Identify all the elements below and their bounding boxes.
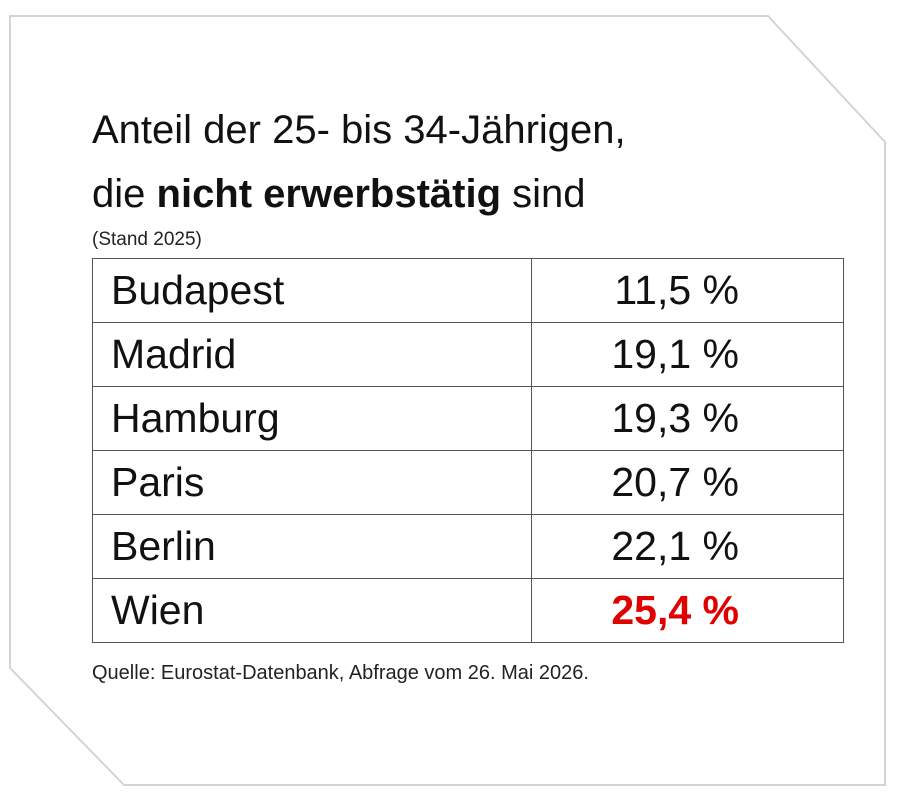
table-row: Hamburg 19,3 % [92,386,844,451]
chart-subtitle: (Stand 2025) [92,229,202,250]
value-cell: 20,7 % [531,450,844,515]
table-row: Madrid 19,1 % [92,322,844,387]
city-cell: Hamburg [92,386,532,451]
source-note: Quelle: Eurostat-Datenbank, Abfrage vom … [92,662,589,684]
city-cell: Madrid [92,322,532,387]
value-cell-highlighted: 25,4 % [531,578,844,643]
data-table: Budapest 11,5 % Madrid 19,1 % Hamburg 19,3 % P… [92,258,844,643]
city-cell: Budapest [92,258,532,323]
title-line-1-text: Anteil der 25- bis 34-Jährigen, [92,108,626,152]
table-row: Wien 25,4 % [92,578,844,643]
city-cell: Wien [92,578,532,643]
value-cell: 19,1 % [531,322,844,387]
chart-title-line-1: Anteil der 25- bis 34-Jährigen, [92,106,626,154]
table-row: Paris 20,7 % [92,450,844,515]
city-cell: Berlin [92,514,532,579]
title-prefix: die [92,172,146,216]
city-cell: Paris [92,450,532,515]
table-row: Budapest 11,5 % [92,258,844,323]
table-body: Budapest 11,5 % Madrid 19,1 % Hamburg 19,3 % P… [92,258,844,643]
chart-title-line-2: die nicht erwerbstätig sind [92,170,586,218]
value-cell: 19,3 % [531,386,844,451]
title-suffix: sind [512,172,586,216]
value-cell: 11,5 % [531,258,844,323]
value-cell: 22,1 % [531,514,844,579]
title-bold-phrase: nicht erwerbstätig [156,172,502,216]
table-row: Berlin 22,1 % [92,514,844,579]
